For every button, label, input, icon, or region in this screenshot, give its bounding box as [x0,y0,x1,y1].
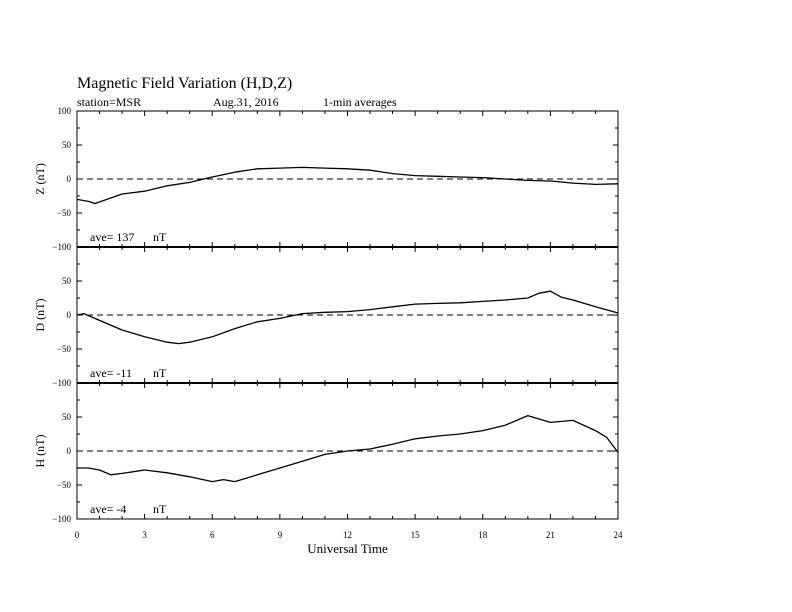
x-tick-label: 9 [278,530,283,540]
series-line-h [77,414,619,483]
y-tick-label: 100 [58,106,72,116]
average-unit: nT [153,230,167,244]
average-label: ave= -11 [90,366,132,380]
average-unit: nT [153,502,167,516]
y-tick-label: 0 [67,446,72,456]
x-tick-label: 0 [75,530,80,540]
average-unit: nT [153,366,167,380]
chart-title: Magnetic Field Variation (H,D,Z) [77,75,293,92]
x-tick-label: 18 [478,530,488,540]
y-tick-label: −100 [52,242,71,252]
average-label: ave= 137 [90,230,134,244]
y-tick-label: −50 [57,480,72,490]
x-tick-label: 15 [411,530,421,540]
y-tick-label: 50 [62,140,72,150]
y-tick-label: −50 [57,344,72,354]
y-tick-label: 50 [62,412,72,422]
y-axis-label: D (nT) [33,299,47,332]
x-tick-label: 6 [210,530,215,540]
panel-z [76,110,619,248]
x-tick-label: 12 [343,530,352,540]
y-tick-label: −100 [52,378,71,388]
x-tick-label: 21 [546,530,555,540]
date-label: Aug.31, 2016 [213,95,279,109]
station-label: station=MSR [77,95,142,109]
x-tick-label: 24 [614,530,624,540]
averaging-label: 1-min averages [323,95,397,109]
series-line-d [76,290,619,345]
panel-d [76,246,619,384]
x-tick-label: 3 [142,530,147,540]
y-tick-label: 0 [67,310,72,320]
y-tick-label: 0 [67,174,72,184]
x-axis-label: Universal Time [307,541,388,556]
series-line-z [76,166,619,205]
average-label: ave= -4 [90,502,126,516]
y-tick-label: −100 [52,514,71,524]
y-axis-label: Z (nT) [33,163,47,195]
y-axis-label: H (nT) [33,435,47,468]
y-tick-label: −50 [57,208,72,218]
panel-h [76,382,619,520]
y-tick-label: 50 [62,276,72,286]
